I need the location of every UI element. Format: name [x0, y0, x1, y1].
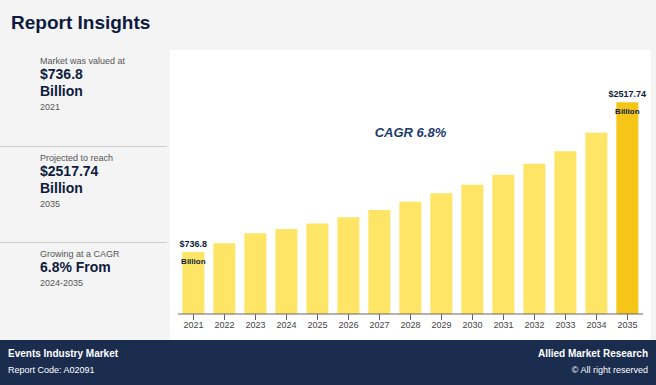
svg-text:$2517.74: $2517.74: [609, 89, 647, 99]
svg-text:2024: 2024: [276, 320, 296, 330]
svg-text:2034: 2034: [586, 320, 606, 330]
svg-text:2022: 2022: [214, 320, 234, 330]
svg-text:2032: 2032: [524, 320, 544, 330]
svg-text:2035: 2035: [617, 320, 637, 330]
html-text:$736.8: $736.8: [40, 66, 83, 82]
html-text:Allied Market Research: Allied Market Research: [537, 348, 648, 359]
svg-text:2028: 2028: [400, 320, 420, 330]
svg-text:2029: 2029: [431, 320, 451, 330]
svg-text:$736.8: $736.8: [180, 239, 208, 249]
svg-text:2023: 2023: [245, 320, 265, 330]
html-text:© All right reserved: © All right reserved: [571, 365, 648, 375]
svg-text:Billion: Billion: [181, 257, 206, 266]
html-text:CAGR 6.8%: CAGR 6.8%: [374, 125, 447, 141]
html-text:Billion: Billion: [40, 83, 83, 99]
html-text:6.8% From: 6.8% From: [40, 259, 111, 276]
html-text:Growing at a CAGR: Growing at a CAGR: [40, 249, 120, 260]
html-text:Market was valued at: Market was valued at: [40, 56, 125, 66]
svg-text:2026: 2026: [338, 320, 358, 330]
html-text:$2517.74: $2517.74: [40, 162, 99, 179]
svg-text:2030: 2030: [462, 320, 482, 330]
html-text:2024-2035: 2024-2035: [40, 278, 83, 289]
html-text:Projected to reach: Projected to reach: [40, 152, 113, 163]
html-text:Report Insights: Report Insights: [11, 12, 151, 33]
html-text:Events Industry Market: Events Industry Market: [8, 348, 118, 359]
svg-text:2031: 2031: [493, 320, 513, 330]
svg-text:2033: 2033: [555, 320, 575, 330]
svg-text:2027: 2027: [369, 320, 389, 330]
svg-text:Billion: Billion: [615, 107, 640, 116]
html-text:Report Code: A02091: Report Code: A02091: [8, 365, 95, 375]
html-text:2021: 2021: [40, 102, 60, 112]
html-text:2035: 2035: [40, 198, 60, 209]
html-text:Billion: Billion: [40, 179, 83, 196]
svg-text:2021: 2021: [183, 320, 203, 330]
svg-text:2025: 2025: [307, 320, 327, 330]
